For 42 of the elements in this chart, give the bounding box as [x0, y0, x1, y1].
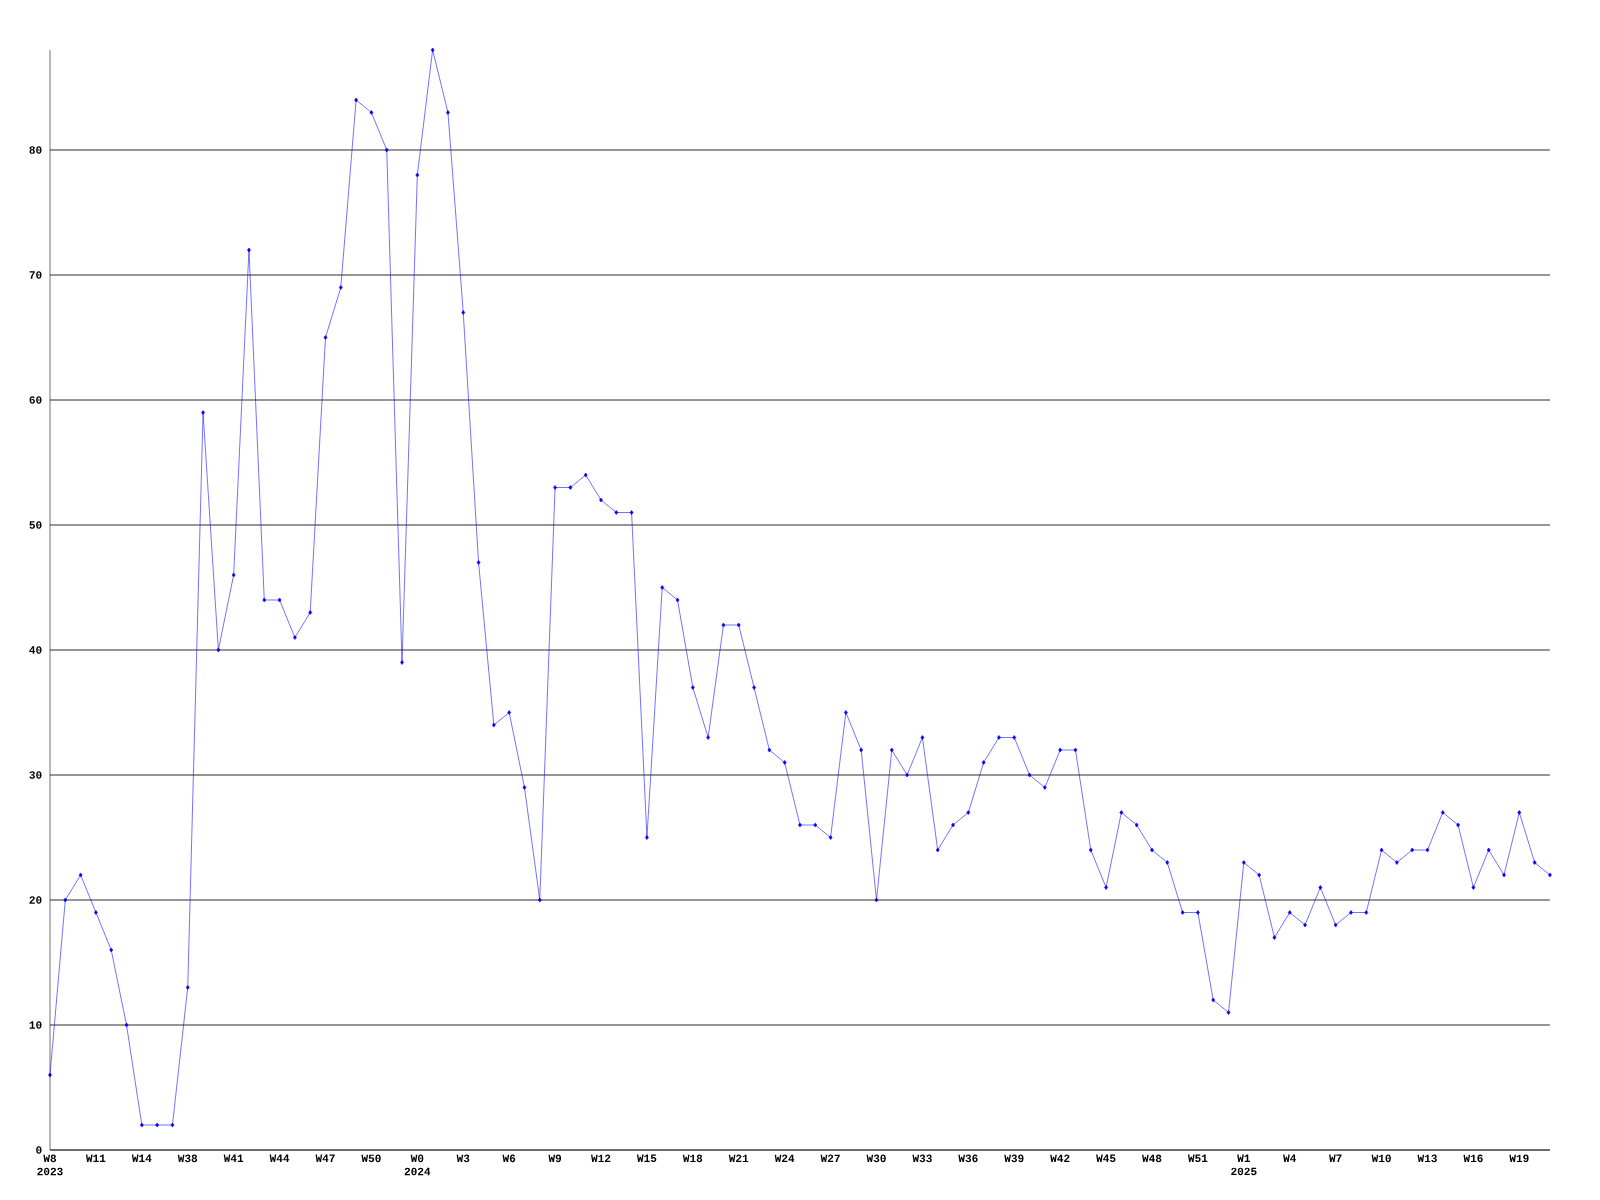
x-tick-label: W1 2025	[1231, 1154, 1257, 1176]
y-tick-label: 40	[29, 646, 42, 654]
x-tick-label: W30	[866, 1154, 886, 1163]
y-tick-label: 60	[29, 396, 42, 404]
y-tick-label: 70	[29, 271, 42, 279]
x-tick-label: W6	[502, 1154, 516, 1163]
x-tick-label: W27	[820, 1154, 840, 1163]
x-tick-label: W11	[85, 1154, 106, 1162]
x-tick-label: W14	[131, 1154, 152, 1162]
y-tick-label: 0	[36, 1146, 42, 1154]
x-tick-label: W0 2024	[404, 1154, 431, 1176]
x-tick-label: W10	[1371, 1154, 1391, 1163]
x-tick-label: W7	[1329, 1154, 1342, 1162]
y-tick-label: 10	[29, 1021, 42, 1029]
x-tick-label: W38	[177, 1154, 198, 1163]
x-tick-label: W51	[1187, 1154, 1208, 1163]
x-tick-label: W48	[1142, 1154, 1162, 1163]
x-tick-label: W12	[591, 1154, 611, 1163]
x-tick-label: W19	[1509, 1154, 1529, 1163]
x-tick-label: W18	[682, 1154, 703, 1163]
y-tick-label: 80	[29, 146, 42, 154]
x-tick-label: W8 2023	[37, 1154, 63, 1176]
x-tick-label: W4	[1283, 1154, 1297, 1162]
x-tick-label: W16	[1463, 1154, 1483, 1163]
x-tick-label: W24	[774, 1154, 795, 1163]
x-tick-label: W3	[456, 1154, 470, 1163]
x-tick-label: W9	[548, 1154, 562, 1163]
y-tick-label: 50	[29, 521, 42, 529]
x-tick-label: W21	[728, 1154, 749, 1163]
x-tick-label: W33	[912, 1154, 932, 1163]
x-tick-label: W50	[361, 1154, 381, 1163]
x-tick-label: W15	[636, 1154, 657, 1163]
x-tick-label: W42	[1050, 1154, 1070, 1163]
y-tick-label: 30	[29, 771, 42, 779]
x-tick-label: W36	[958, 1154, 978, 1163]
x-tick-label: W39	[1004, 1154, 1024, 1163]
x-tick-label: W41	[223, 1154, 244, 1162]
y-tick-label: 20	[29, 896, 42, 904]
x-tick-label: W44	[269, 1154, 290, 1162]
x-tick-label: W47	[315, 1154, 335, 1162]
x-tick-label: W45	[1096, 1154, 1116, 1163]
x-tick-label: W13	[1417, 1154, 1437, 1163]
